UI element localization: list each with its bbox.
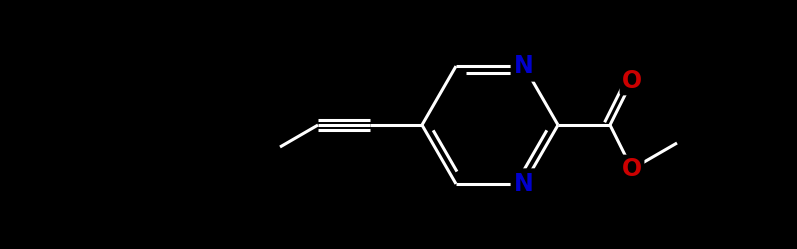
Text: O: O bbox=[622, 157, 642, 181]
Text: N: N bbox=[514, 172, 534, 196]
Text: O: O bbox=[622, 69, 642, 93]
Text: N: N bbox=[514, 54, 534, 78]
